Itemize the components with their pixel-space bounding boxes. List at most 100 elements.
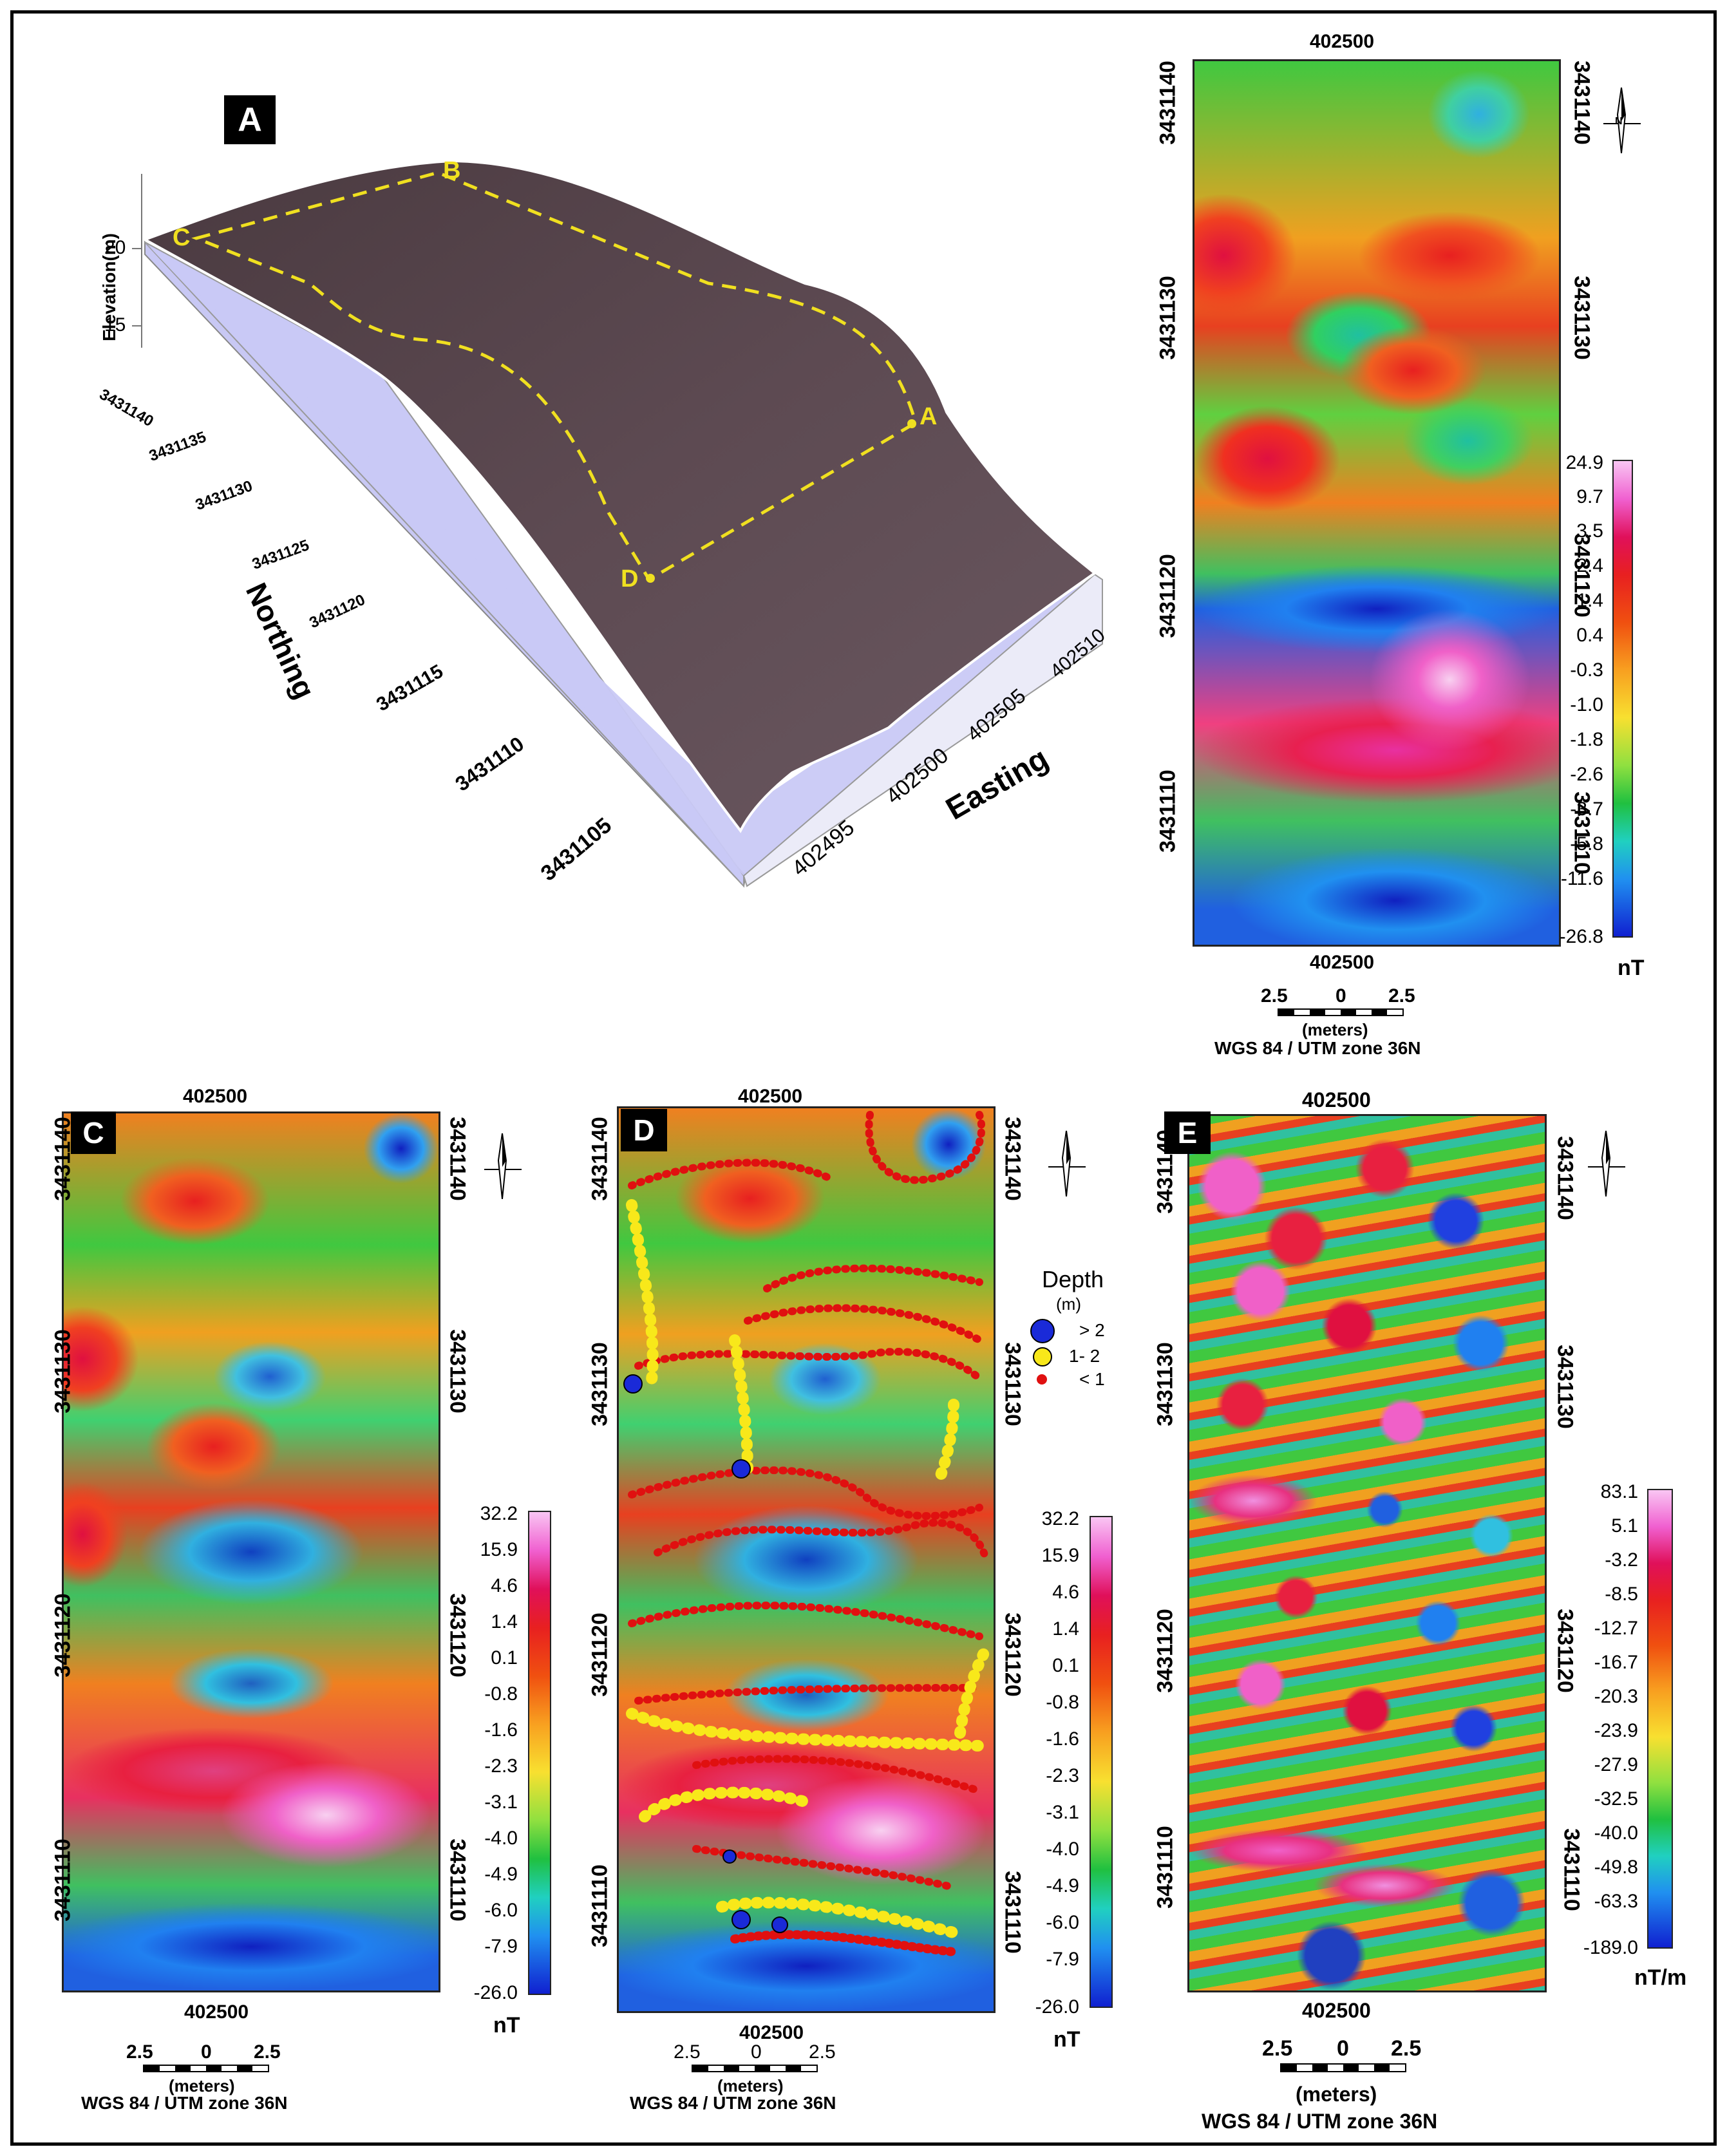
scale-label-mid: 0 (201, 2041, 212, 2063)
colorbar-tick: -3.1 (1046, 1802, 1079, 1823)
left-northing-label: 3431130 (587, 1342, 612, 1426)
colorbar-unit: nT (1618, 956, 1645, 980)
colorbar-tick: -32.5 (1594, 1788, 1638, 1810)
terrain-block-3d (132, 159, 1103, 888)
corner-label: D (621, 565, 639, 592)
colorbar-tick: 1.4 (491, 1611, 518, 1632)
colorbar-b (1612, 460, 1633, 938)
scale-label-mid: 0 (751, 2041, 762, 2063)
colorbar-tick: -6.0 (1046, 1912, 1079, 1933)
scale-unit: (meters) (717, 2076, 784, 2095)
scale-unit: (meters) (169, 2076, 235, 2095)
left-northing-label: 3431130 (1153, 1342, 1178, 1426)
colorbar-e (1647, 1489, 1673, 1949)
colorbar-tick: -26.0 (473, 1982, 518, 2003)
legend-unit: (m) (1056, 1294, 1081, 1314)
datum-label: WGS 84 / UTM zone 36N (1202, 2110, 1438, 2133)
scale-label-mid: 0 (1335, 985, 1346, 1007)
top-easting-label: 402500 (1310, 31, 1375, 52)
legend-label: > 2 (1079, 1320, 1105, 1340)
bottom-easting-label: 402500 (1302, 1999, 1371, 2022)
legend-title: Depth (1042, 1266, 1104, 1292)
colorbar-tick: -11.6 (1560, 868, 1603, 889)
right-northing-label: 3431130 (1552, 1345, 1578, 1429)
scale-bar (143, 2065, 269, 2072)
colorbar-tick: 83.1 (1600, 1481, 1638, 1502)
right-northing-label: 3431140 (1569, 61, 1594, 145)
colorbar-tick: 0.1 (491, 1647, 518, 1669)
colorbar-d (1090, 1516, 1113, 2008)
colorbar-tick: 15.9 (1041, 1545, 1079, 1566)
colorbar-tick: -23.9 (1594, 1720, 1638, 1741)
right-northing-label: 3431140 (1552, 1136, 1578, 1220)
scale-label-right: 2.5 (809, 2041, 836, 2063)
colorbar-tick: -0.3 (1570, 659, 1603, 681)
anomaly-map-d (617, 1106, 996, 2013)
scale-label-left: 2.5 (1261, 985, 1288, 1007)
colorbar-tick: 4.6 (1052, 1582, 1079, 1603)
left-northing-label: 3431110 (1155, 770, 1180, 853)
colorbar-tick: -40.0 (1594, 1822, 1638, 1844)
legend-label: < 1 (1079, 1369, 1105, 1389)
colorbar-tick: -4.9 (1046, 1875, 1079, 1896)
bottom-easting-label: 402500 (1310, 952, 1375, 973)
scale-label-left: 2.5 (126, 2041, 153, 2063)
scale-label-right: 2.5 (1388, 985, 1415, 1007)
scale-label-left: 2.5 (1262, 2036, 1293, 2061)
colorbar-tick: -27.9 (1594, 1754, 1638, 1775)
corner-label: C (173, 224, 191, 251)
colorbar-tick: 24.9 (1565, 452, 1603, 473)
depth-points-overlay (623, 1111, 992, 1956)
colorbar-tick: 15.9 (480, 1539, 518, 1560)
colorbar-tick: -49.8 (1594, 1857, 1638, 1878)
colorbar-tick: -16.7 (1594, 1652, 1638, 1673)
colorbar-tick: -0.8 (1046, 1692, 1079, 1713)
elevation-tick: 15 (104, 314, 126, 336)
colorbar-tick: -2.3 (484, 1755, 518, 1777)
left-northing-label: 3431110 (50, 1839, 75, 1922)
colorbar-unit: nT/m (1634, 1965, 1687, 1990)
colorbar-tick: -4.9 (484, 1864, 518, 1885)
colorbar-tick: -3.2 (1605, 1549, 1638, 1571)
colorbar-tick: -0.8 (484, 1683, 518, 1705)
colorbar-tick: -26.8 (1559, 926, 1603, 947)
colorbar-unit: nT (1053, 2027, 1081, 2052)
colorbar-tick: 3.5 (1576, 520, 1603, 542)
anomaly-map-b (1193, 59, 1561, 947)
colorbar-tick: 1.4 (1576, 590, 1603, 611)
colorbar-tick: 1.4 (1052, 1618, 1079, 1640)
colorbar-tick: -1.8 (1570, 729, 1603, 750)
colorbar-tick: 0.1 (1052, 1655, 1079, 1676)
scale-bar (692, 2065, 818, 2072)
legend-label: 1- 2 (1069, 1346, 1100, 1366)
legend-swatch-mid (1033, 1347, 1052, 1366)
left-northing-label: 3431120 (1155, 554, 1180, 638)
scale-label-left: 2.5 (674, 2041, 701, 2063)
colorbar-tick: 32.2 (480, 1503, 518, 1524)
colorbar-tick: 4.6 (491, 1575, 518, 1596)
legend-swatch-deep (1030, 1319, 1055, 1343)
left-northing-label: 3431110 (1153, 1826, 1178, 1909)
colorbar-tick: -7.9 (484, 1936, 518, 1957)
colorbar-tick: -20.3 (1594, 1686, 1638, 1707)
north-arrow-icon (1588, 1130, 1625, 1196)
colorbar-tick: 5.1 (1611, 1515, 1638, 1537)
left-northing-label: 3431130 (1155, 276, 1180, 360)
scale-label-mid: 0 (1337, 2036, 1349, 2061)
colorbar-unit: nT (493, 2013, 520, 2038)
colorbar-tick: -4.0 (1046, 1839, 1079, 1860)
colorbar-tick: -1.6 (484, 1719, 518, 1741)
gradient-map-e (1187, 1114, 1547, 1992)
scale-bar (1280, 2063, 1406, 2072)
datum-label: WGS 84 / UTM zone 36N (1214, 1038, 1421, 1058)
north-arrow-icon (1048, 1130, 1086, 1196)
panel-e-badge: E (1164, 1111, 1211, 1154)
colorbar-tick: 9.7 (1576, 486, 1603, 507)
panel-d-badge: D (621, 1109, 667, 1151)
left-northing-label: 3431140 (587, 1117, 612, 1201)
right-northing-label: 3431130 (1000, 1342, 1025, 1426)
corner-label: B (443, 157, 461, 184)
corner-label: A (920, 403, 938, 430)
bottom-easting-label: 402500 (184, 2001, 249, 2023)
right-northing-label: 3431140 (1000, 1117, 1025, 1201)
